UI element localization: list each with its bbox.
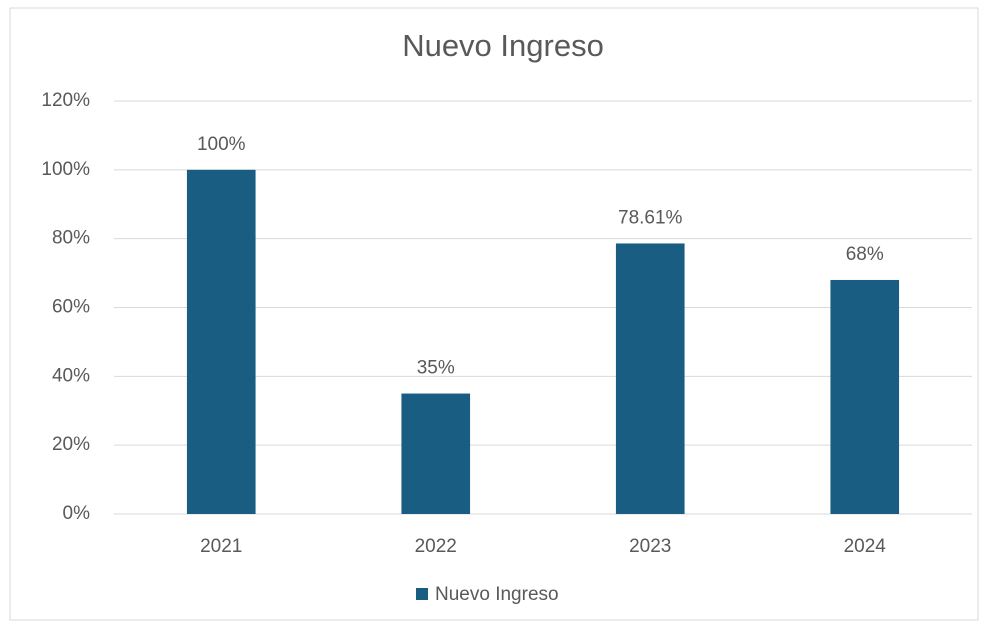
y-tick-label: 40% bbox=[52, 365, 90, 386]
chart-title: Nuevo Ingreso bbox=[402, 28, 604, 63]
x-tick-label: 2023 bbox=[629, 536, 671, 557]
data-label: 35% bbox=[417, 358, 455, 379]
y-tick-label: 120% bbox=[41, 90, 90, 111]
y-tick-label: 60% bbox=[52, 297, 90, 318]
y-tick-label: 100% bbox=[41, 159, 90, 180]
bar bbox=[186, 169, 256, 515]
y-tick-label: 0% bbox=[63, 503, 91, 524]
bar bbox=[830, 279, 900, 514]
bar bbox=[615, 243, 685, 515]
legend-label: Nuevo Ingreso bbox=[435, 584, 559, 605]
x-tick-label: 2021 bbox=[200, 536, 242, 557]
legend-swatch bbox=[416, 588, 428, 600]
data-label: 68% bbox=[846, 244, 884, 265]
data-label: 78.61% bbox=[618, 207, 683, 228]
x-tick-label: 2022 bbox=[415, 536, 457, 557]
y-tick-label: 80% bbox=[52, 228, 90, 249]
x-tick-label: 2024 bbox=[844, 536, 887, 557]
chart-frame bbox=[9, 7, 979, 621]
bar bbox=[401, 393, 471, 514]
y-tick-label: 20% bbox=[52, 434, 90, 455]
data-label: 100% bbox=[197, 134, 246, 155]
